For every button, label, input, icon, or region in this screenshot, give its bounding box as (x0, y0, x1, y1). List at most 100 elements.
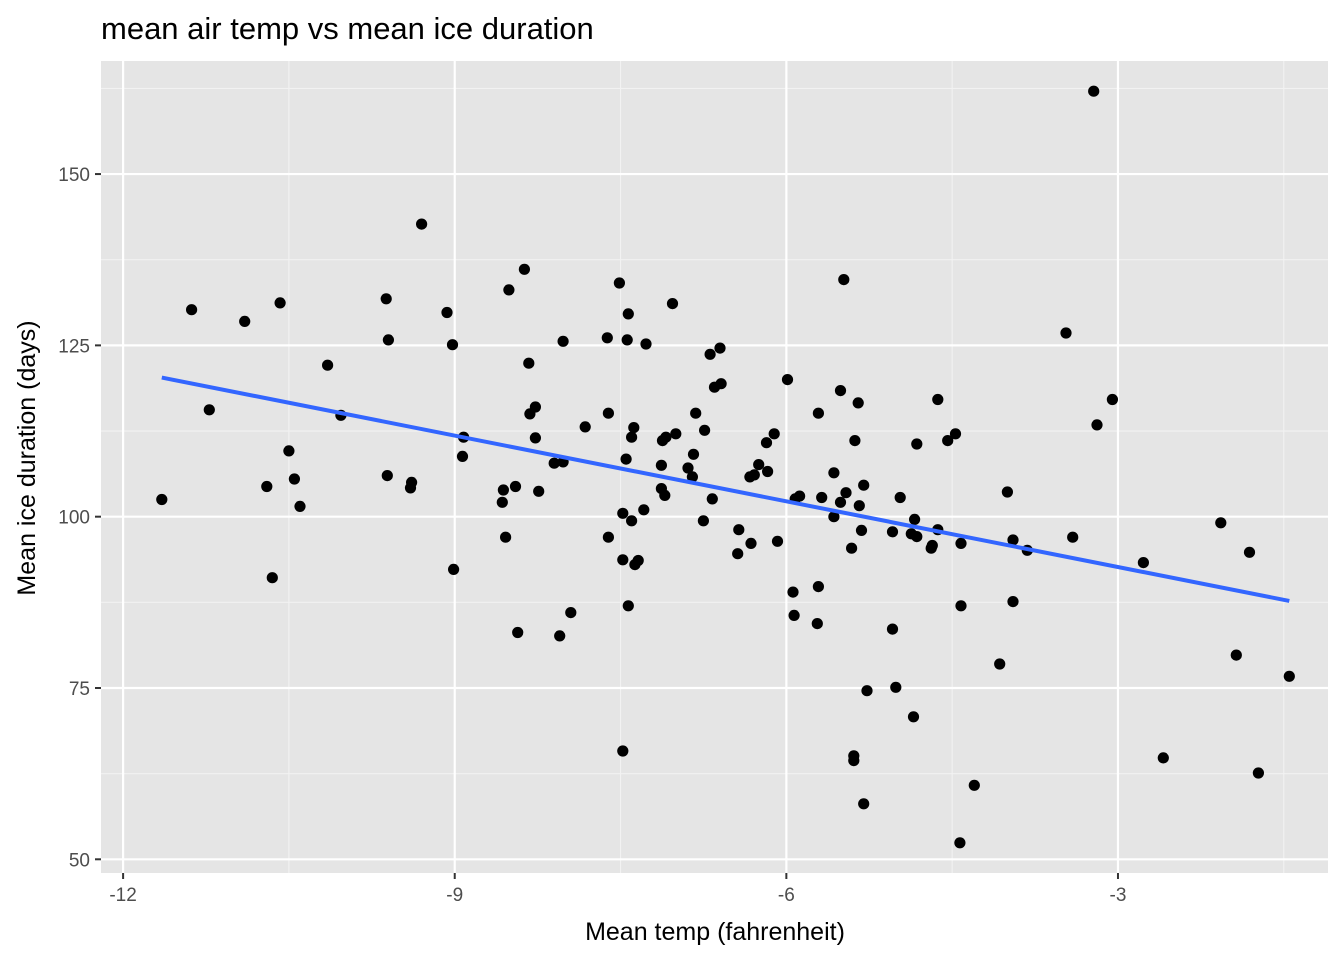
x-tick-label: -12 (109, 885, 136, 906)
data-point (954, 837, 966, 849)
data-point (687, 448, 700, 460)
data-point (1007, 534, 1019, 546)
data-point (626, 431, 638, 443)
data-point (382, 334, 394, 346)
data-point (660, 431, 672, 443)
data-point (294, 500, 306, 512)
data-point (942, 435, 954, 447)
data-point (446, 339, 459, 351)
data-point (706, 493, 718, 505)
trend-line (161, 375, 1290, 603)
data-point (768, 428, 780, 440)
data-point (911, 531, 923, 543)
data-point (381, 470, 393, 482)
data-point (496, 496, 508, 508)
data-point (655, 459, 668, 471)
data-point (812, 581, 825, 593)
data-point (1106, 393, 1118, 406)
data-point (855, 524, 868, 537)
data-point (699, 424, 711, 436)
data-point (697, 515, 710, 527)
data-point (714, 342, 726, 354)
data-point (512, 626, 524, 639)
x-tick-label: -6 (778, 885, 795, 906)
data-point (261, 480, 273, 493)
chart-title: mean air temp vs mean ice duration (101, 11, 594, 46)
data-point (500, 531, 512, 543)
y-tick-label: 75 (69, 679, 90, 700)
data-point (1252, 767, 1264, 779)
data-point (441, 306, 453, 319)
data-point (557, 335, 569, 347)
data-point (1007, 596, 1019, 608)
y-tick-label: 100 (58, 508, 90, 529)
data-point (621, 334, 633, 346)
data-point (1060, 327, 1072, 339)
y-tick-label: 125 (58, 336, 90, 357)
data-point (156, 493, 168, 506)
data-point (239, 315, 251, 327)
data-point (846, 542, 858, 554)
data-point (861, 685, 873, 697)
data-point (886, 623, 899, 635)
data-point (760, 437, 773, 449)
data-point (622, 600, 634, 612)
data-point (288, 473, 300, 485)
data-point (1091, 419, 1103, 431)
grid-major (101, 61, 1328, 873)
data-point (638, 504, 650, 516)
data-point (622, 308, 634, 320)
data-point (911, 438, 923, 450)
data-point (748, 469, 760, 481)
data-point (1001, 486, 1014, 498)
data-point (503, 284, 515, 296)
data-point (968, 779, 980, 791)
data-point (620, 453, 632, 465)
data-point (518, 263, 531, 275)
data-point (456, 450, 469, 462)
data-point (579, 421, 591, 433)
data-point (632, 554, 644, 567)
data-point (852, 397, 864, 409)
data-point (628, 422, 640, 434)
data-point (890, 681, 902, 693)
data-point (617, 554, 629, 566)
data-point (266, 572, 278, 584)
data-point (533, 485, 545, 497)
data-point (554, 630, 566, 642)
data-point (794, 490, 806, 502)
data-point (932, 393, 944, 406)
data-point (322, 359, 334, 371)
data-point (523, 357, 535, 369)
y-tick-label: 150 (58, 165, 90, 186)
data-point (1243, 546, 1256, 558)
data-point (704, 348, 716, 360)
data-point (781, 374, 794, 386)
data-point (626, 515, 638, 527)
data-point (659, 489, 671, 501)
data-point (812, 407, 825, 419)
data-point (955, 600, 967, 612)
x-axis-title: Mean temp (fahrenheit) (585, 918, 845, 946)
data-point (909, 513, 921, 526)
data-point (838, 274, 850, 286)
y-axis-title: Mean ice duration (days) (13, 320, 41, 595)
data-point (771, 535, 784, 547)
data-point (497, 484, 509, 496)
data-point (753, 459, 765, 471)
data-points (156, 85, 1295, 849)
data-point (733, 524, 745, 536)
data-point (828, 511, 840, 523)
data-point (955, 537, 967, 550)
data-point (640, 338, 652, 350)
data-point (949, 428, 962, 440)
data-point (858, 798, 870, 810)
data-point (509, 480, 522, 493)
data-point (894, 491, 906, 504)
data-point (853, 500, 865, 512)
data-point (1088, 85, 1100, 97)
data-point (1230, 649, 1242, 661)
data-point (613, 277, 626, 289)
data-point (617, 507, 629, 519)
